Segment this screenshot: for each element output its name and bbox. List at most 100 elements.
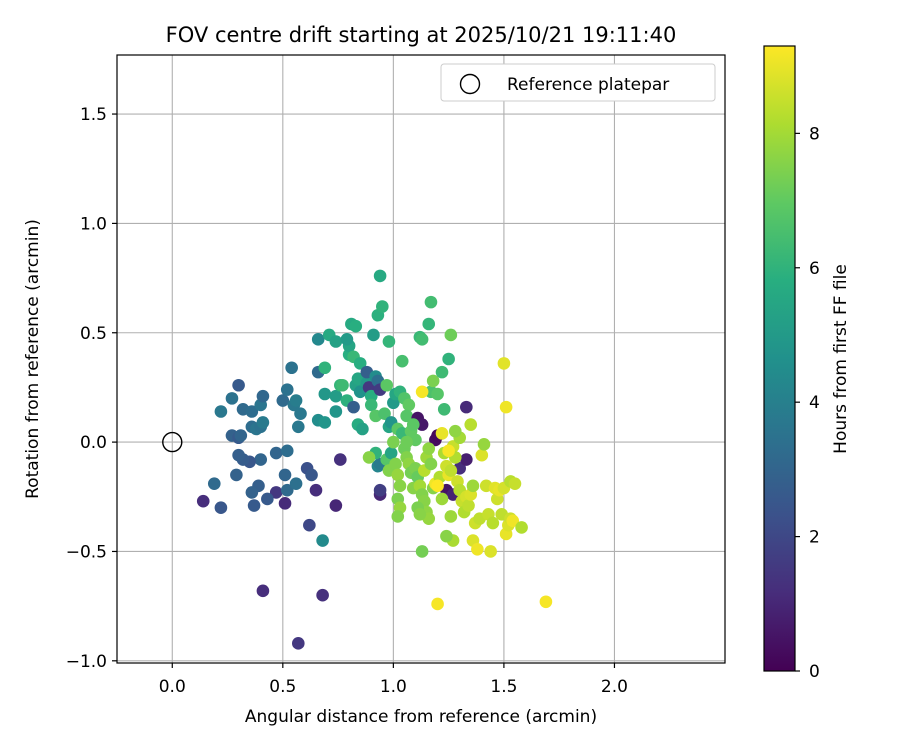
data-point (464, 418, 478, 431)
data-point (415, 385, 429, 399)
data-point (214, 501, 228, 515)
data-point (256, 416, 270, 429)
data-point (506, 514, 520, 528)
data-point (497, 357, 511, 370)
x-tick-label: 1.5 (490, 677, 517, 697)
data-point (291, 420, 305, 434)
y-tick-label: 0.0 (80, 433, 107, 453)
x-tick-label: 0.0 (159, 677, 186, 697)
data-point (318, 416, 332, 429)
data-point (431, 387, 444, 401)
data-point (269, 486, 283, 499)
data-point (393, 479, 407, 493)
data-point (373, 269, 387, 283)
data-point (303, 518, 316, 532)
data-point (234, 429, 248, 442)
colorbar: 0 2 4 6 8 Hours from first FF file (763, 45, 851, 682)
colorbar-tick-label: 2 (809, 528, 820, 548)
data-point (356, 422, 369, 436)
plot-frame (116, 54, 726, 664)
data-point (387, 435, 400, 449)
data-point (431, 479, 444, 493)
data-point (486, 516, 500, 530)
data-point (435, 427, 449, 440)
data-point (285, 361, 298, 375)
legend: Reference platepar (440, 63, 716, 102)
data-point (475, 448, 489, 462)
data-point (232, 448, 245, 462)
data-point (256, 389, 270, 403)
x-tick-label: 1.0 (380, 677, 407, 697)
data-point (316, 588, 329, 602)
data-points (196, 269, 553, 650)
data-point (435, 492, 449, 506)
data-point (196, 494, 210, 508)
data-point (318, 361, 332, 375)
colorbar-label: Hours from first FF file (831, 264, 851, 454)
data-point (334, 453, 347, 466)
data-point (389, 457, 402, 471)
data-point (280, 444, 294, 458)
y-tick-label: −0.5 (66, 542, 107, 562)
data-point (373, 483, 387, 497)
data-point (415, 418, 429, 431)
data-point (440, 529, 453, 543)
data-point (376, 300, 389, 313)
y-axis-ticks: −1.0 −0.5 0.0 0.5 1.0 1.5 (66, 105, 117, 672)
data-point (508, 477, 522, 490)
data-point (364, 389, 378, 403)
data-point (261, 492, 274, 506)
data-point (435, 365, 449, 379)
data-point (424, 457, 438, 471)
data-point (422, 317, 436, 331)
colorbar-ticks: 0 2 4 6 8 (795, 124, 820, 682)
y-tick-label: 1.5 (80, 105, 107, 125)
data-point (442, 352, 455, 366)
data-point (245, 405, 259, 418)
data-point (316, 534, 329, 547)
data-point (415, 545, 429, 558)
y-tick-label: −1.0 (66, 652, 107, 672)
y-tick-label: 0.5 (80, 324, 107, 344)
data-point (539, 595, 553, 609)
data-point (442, 444, 455, 458)
data-point (460, 453, 473, 466)
data-point (245, 486, 259, 499)
data-point (402, 398, 416, 412)
data-point (318, 387, 332, 401)
data-point (214, 405, 228, 418)
data-point (391, 468, 405, 482)
data-point (477, 437, 491, 451)
data-point (329, 405, 343, 418)
data-point (462, 499, 475, 512)
data-point (431, 597, 444, 611)
data-point (329, 499, 343, 512)
data-point (291, 637, 305, 650)
data-point (484, 545, 497, 558)
reference-platepar-marker (162, 431, 183, 453)
grid-lines (117, 55, 725, 663)
data-point (311, 333, 325, 346)
data-point (378, 407, 391, 420)
data-point (305, 468, 318, 482)
x-tick-label: 0.5 (269, 677, 296, 697)
data-point (254, 453, 268, 466)
data-point (280, 383, 294, 396)
data-point (207, 477, 221, 490)
colorbar-gradient (763, 45, 796, 672)
data-point (340, 333, 354, 346)
data-point (309, 483, 323, 497)
data-point (367, 328, 380, 342)
data-point (232, 378, 245, 392)
data-point (349, 319, 363, 333)
data-point (395, 354, 409, 368)
data-point (499, 400, 513, 414)
legend-reference-marker (459, 73, 481, 95)
data-point (444, 328, 458, 342)
x-tick-label: 2.0 (601, 677, 628, 697)
data-point (515, 521, 528, 534)
data-point (353, 357, 367, 370)
y-tick-label: 1.0 (80, 214, 107, 234)
data-point (426, 374, 440, 388)
